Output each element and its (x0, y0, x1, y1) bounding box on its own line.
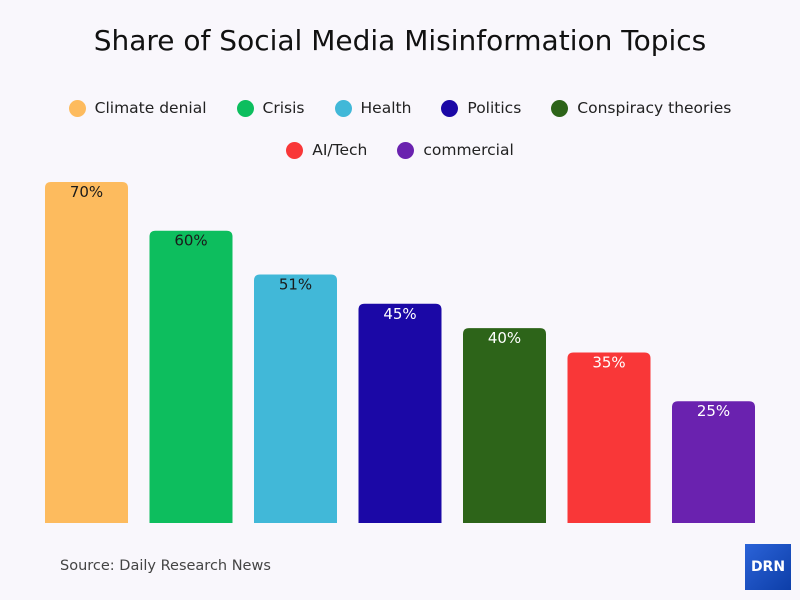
legend-item: AI/Tech (286, 141, 367, 159)
bar (463, 328, 546, 523)
bar-data-label: 45% (383, 305, 416, 323)
legend-item: commercial (397, 141, 514, 159)
bar (254, 274, 337, 523)
legend-label: Climate denial (94, 99, 207, 117)
legend-item: Conspiracy theories (551, 99, 731, 117)
bar-data-label: 35% (592, 354, 625, 372)
bar-data-label: 70% (70, 183, 103, 201)
legend-item: Politics (441, 99, 521, 117)
bar-data-label: 60% (174, 232, 207, 250)
legend-swatch (236, 99, 254, 117)
bar (149, 230, 233, 523)
legend-swatch (397, 141, 415, 159)
bar-data-label: 40% (488, 329, 521, 347)
legend-swatch (286, 141, 304, 159)
legend-swatch (441, 99, 459, 117)
bar (567, 352, 651, 523)
legend: AI/Tech commercial (0, 141, 800, 159)
legend-item: Climate denial (68, 99, 207, 117)
legend-item: Crisis (236, 99, 305, 117)
legend-label: Politics (467, 99, 522, 117)
legend-swatch (334, 99, 352, 117)
bar-data-label: 51% (279, 276, 312, 294)
source-note: Source: Daily Research News (60, 558, 271, 574)
chart-title: Share of Social Media Misinformation Top… (93, 24, 707, 57)
bar (358, 303, 442, 523)
bar-data-label: 25% (697, 402, 730, 420)
legend: Climate denial Crisis Health Politics Conspi… (0, 99, 800, 117)
bar (45, 182, 128, 523)
legend-label: Crisis (262, 99, 305, 117)
legend-item: Health (334, 99, 412, 117)
legend-label: commercial (423, 141, 514, 159)
legend-swatch (551, 99, 569, 117)
legend-label: Conspiracy theories (577, 99, 732, 117)
bar (672, 401, 755, 523)
legend-label: Health (360, 99, 412, 117)
legend-label: AI/Tech (312, 141, 368, 159)
drn-logo: DRN (745, 544, 791, 590)
legend-swatch (68, 99, 86, 117)
